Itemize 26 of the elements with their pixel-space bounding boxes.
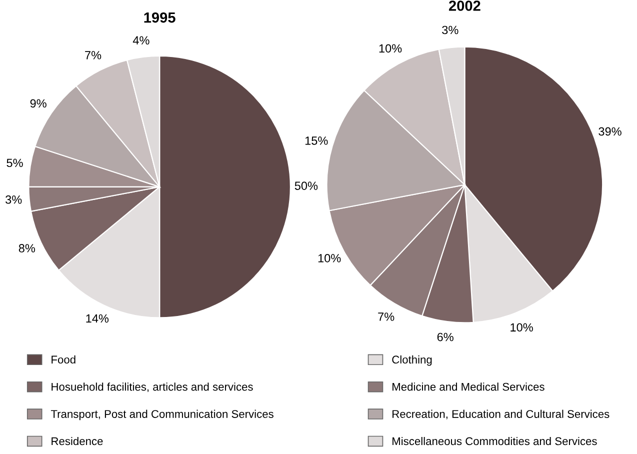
data-label: 39% — [598, 127, 622, 136]
chart-title: 2002 — [448, 0, 480, 11]
data-label: 3% — [6, 195, 22, 204]
data-label: 7% — [85, 51, 102, 60]
legend-label: Hosuehold facilities, articles and services — [52, 382, 253, 392]
legend-label: Clothing — [392, 355, 432, 366]
data-label: 3% — [442, 26, 458, 34]
data-label: 7% — [378, 312, 394, 321]
legend-label: Miscellaneous Commodities and Services — [392, 436, 597, 446]
legend-label: Recreation, Education and Cultural Services — [392, 410, 610, 420]
data-label: 4% — [132, 36, 150, 44]
legend-label: Medicine and Medical Services — [392, 382, 544, 391]
data-label: 9% — [30, 99, 46, 108]
data-label: 10% — [510, 323, 533, 332]
data-label: 8% — [18, 244, 36, 252]
data-label: 50% — [294, 182, 318, 190]
legend-label: Residence — [52, 436, 103, 446]
legend-label: Transport, Post and Communication Services — [50, 410, 274, 420]
data-label: 10% — [379, 44, 402, 53]
data-label: 14% — [86, 314, 109, 323]
data-label: 15% — [305, 136, 328, 145]
chart-title: 1995 — [144, 12, 176, 23]
data-label: 10% — [318, 254, 341, 262]
data-label: 6% — [437, 332, 454, 342]
data-label: 5% — [6, 158, 23, 168]
legend-label: Food — [52, 355, 76, 364]
